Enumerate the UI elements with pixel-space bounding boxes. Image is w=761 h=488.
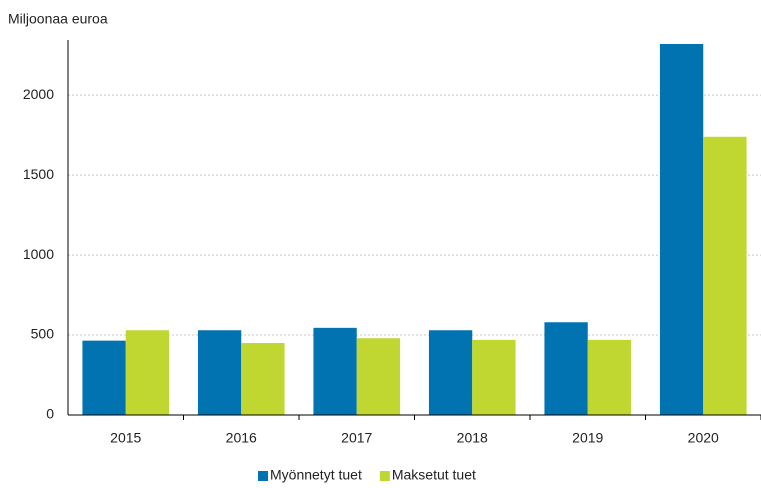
x-tick-label: 2017 — [341, 430, 372, 446]
x-tick-label: 2018 — [457, 430, 488, 446]
bar — [659, 43, 704, 416]
x-tick-label: 2016 — [226, 430, 257, 446]
legend-swatch — [379, 471, 390, 481]
y-tick-label: 0 — [46, 406, 54, 422]
legend-label: Myönnetyt tuet — [270, 467, 362, 483]
y-tick-label: 500 — [31, 326, 55, 342]
y-tick-label: 1500 — [23, 166, 54, 182]
legend-swatch — [258, 471, 268, 481]
bar — [587, 339, 632, 415]
x-tick-label: 2019 — [572, 430, 603, 446]
y-tick-label: 2000 — [23, 86, 54, 102]
bar — [472, 339, 516, 415]
bar — [544, 322, 588, 415]
bar — [125, 330, 170, 415]
y-axis-label: Miljoonaa euroa — [8, 11, 108, 27]
bar — [313, 327, 357, 415]
x-tick-label: 2015 — [110, 430, 141, 446]
bar — [197, 330, 242, 415]
bar — [703, 136, 747, 415]
bar — [428, 330, 473, 415]
bar — [241, 343, 285, 415]
y-tick-label: 1000 — [23, 246, 54, 262]
bar — [356, 338, 401, 415]
x-tick-label: 2020 — [688, 430, 719, 446]
bar — [82, 340, 126, 415]
legend-label: Maksetut tuet — [392, 467, 476, 483]
